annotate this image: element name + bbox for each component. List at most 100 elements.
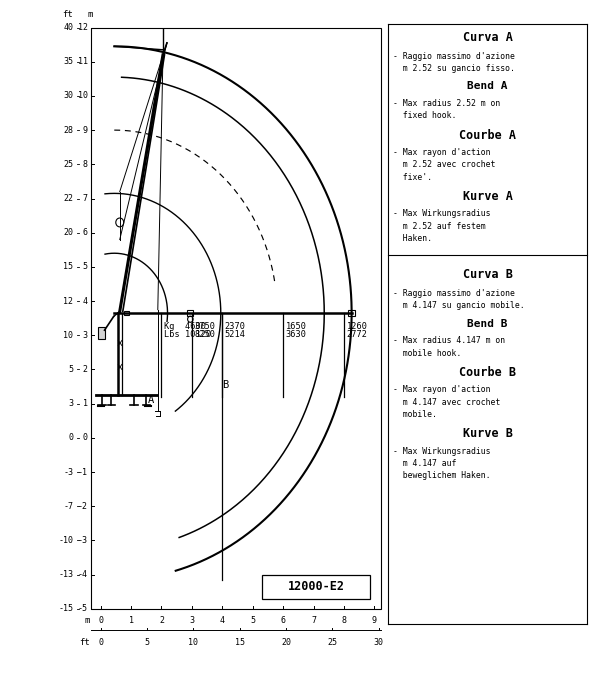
Text: m 2.52 auf festem: m 2.52 auf festem [393,222,486,230]
Text: 10: 10 [78,92,88,100]
Text: Curva B: Curva B [463,268,513,281]
Text: -3: -3 [63,468,73,477]
Text: A: A [148,396,154,405]
Text: -2: -2 [78,502,88,510]
Text: - Max rayon d'action: - Max rayon d'action [393,148,490,157]
Text: 1: 1 [83,399,88,408]
Text: 15: 15 [235,638,245,647]
Text: 0: 0 [98,616,103,625]
Text: 0: 0 [83,433,88,442]
Bar [124,311,129,316]
Text: 2370: 2370 [225,321,246,330]
Text: 12: 12 [78,23,88,32]
Text: 3: 3 [83,331,88,340]
Text: m: m [84,616,90,625]
Text: Bend B: Bend B [467,319,508,329]
Text: beweglichem Haken.: beweglichem Haken. [393,471,490,480]
Text: 7: 7 [311,616,316,625]
Text: - Max Wirkungsradius: - Max Wirkungsradius [393,209,490,218]
Text: - Raggio massimo d'azione: - Raggio massimo d'azione [393,289,515,298]
Text: 2: 2 [159,616,164,625]
Text: 4: 4 [220,616,225,625]
Text: B: B [222,380,228,390]
Text: Kurve B: Kurve B [463,427,513,440]
Text: 10: 10 [188,638,198,647]
Text: 0: 0 [98,638,103,647]
Text: 20: 20 [281,638,291,647]
Text: Bend A: Bend A [467,81,508,92]
Text: -15: -15 [58,604,73,614]
Text: 5: 5 [250,616,255,625]
Text: - Raggio massimo d'azione: - Raggio massimo d'azione [393,52,515,61]
Text: 11: 11 [78,57,88,66]
Text: 25: 25 [327,638,337,647]
Bar [99,327,105,338]
Text: 5: 5 [145,638,149,647]
Text: Kurve A: Kurve A [463,190,513,203]
Text: 15: 15 [63,262,73,271]
Text: 28: 28 [63,126,73,135]
Text: m 4.147 su gancio mobile.: m 4.147 su gancio mobile. [393,301,525,310]
Text: mobile.: mobile. [393,410,437,419]
Text: 5: 5 [83,262,88,271]
Text: 3: 3 [68,399,73,408]
Bar [262,574,370,599]
Text: 8250: 8250 [194,330,215,338]
Text: -3: -3 [78,536,88,545]
Text: m 4.147 auf: m 4.147 auf [393,459,456,468]
Text: 10: 10 [63,331,73,340]
Text: 1260: 1260 [346,321,368,330]
Text: 8: 8 [342,616,346,625]
Text: -5: -5 [78,604,88,614]
Text: 8: 8 [83,160,88,169]
Text: 9: 9 [83,126,88,135]
Text: 9: 9 [372,616,377,625]
Text: Courbe A: Courbe A [459,129,516,142]
Text: Courbe B: Courbe B [459,366,516,379]
Text: ft: ft [63,10,73,19]
Text: 12: 12 [63,297,73,305]
Text: 5: 5 [68,365,73,374]
Text: 40: 40 [63,23,73,32]
Text: 6: 6 [281,616,286,625]
Text: - Max Wirkungsradius: - Max Wirkungsradius [393,447,490,455]
Text: - Max rayon d'action: - Max rayon d'action [393,385,490,394]
Text: 5214: 5214 [225,330,246,338]
Text: - Max radius 2.52 m on: - Max radius 2.52 m on [393,99,500,108]
Text: -1: -1 [78,468,88,477]
Text: Haken.: Haken. [393,234,432,243]
Text: 3630: 3630 [286,330,307,338]
Text: 2772: 2772 [346,330,368,338]
Text: m 2.52 avec crochet: m 2.52 avec crochet [393,160,496,169]
Text: 6: 6 [83,228,88,237]
Text: m 2.52 su gancio fisso.: m 2.52 su gancio fisso. [393,64,515,73]
Text: 12000-E2: 12000-E2 [287,581,345,594]
Text: 3: 3 [189,616,194,625]
Text: 4: 4 [83,297,88,305]
Text: 0: 0 [68,433,73,442]
Text: 2: 2 [83,365,88,374]
Text: Lbs 10120: Lbs 10120 [164,330,211,338]
Text: fixed hook.: fixed hook. [393,111,456,120]
Text: -7: -7 [63,502,73,510]
Text: 30: 30 [374,638,384,647]
Text: fixe'.: fixe'. [393,173,432,182]
Text: 7: 7 [83,194,88,203]
Text: m 4.147 avec crochet: m 4.147 avec crochet [393,398,500,407]
Text: -13: -13 [58,570,73,579]
Text: m: m [87,10,93,19]
Text: 35: 35 [63,57,73,66]
Text: - Max radius 4.147 m on: - Max radius 4.147 m on [393,336,505,345]
Text: 3750: 3750 [194,321,215,330]
Text: 25: 25 [63,160,73,169]
Text: Kg  4600: Kg 4600 [164,321,206,330]
Text: -10: -10 [58,536,73,545]
Bar [187,310,194,316]
Text: ft: ft [79,638,90,647]
Text: 1650: 1650 [286,321,307,330]
Text: -4: -4 [78,570,88,579]
Bar [348,310,355,316]
Text: 22: 22 [63,194,73,203]
Text: mobile hook.: mobile hook. [393,349,461,358]
Text: 1: 1 [129,616,133,625]
